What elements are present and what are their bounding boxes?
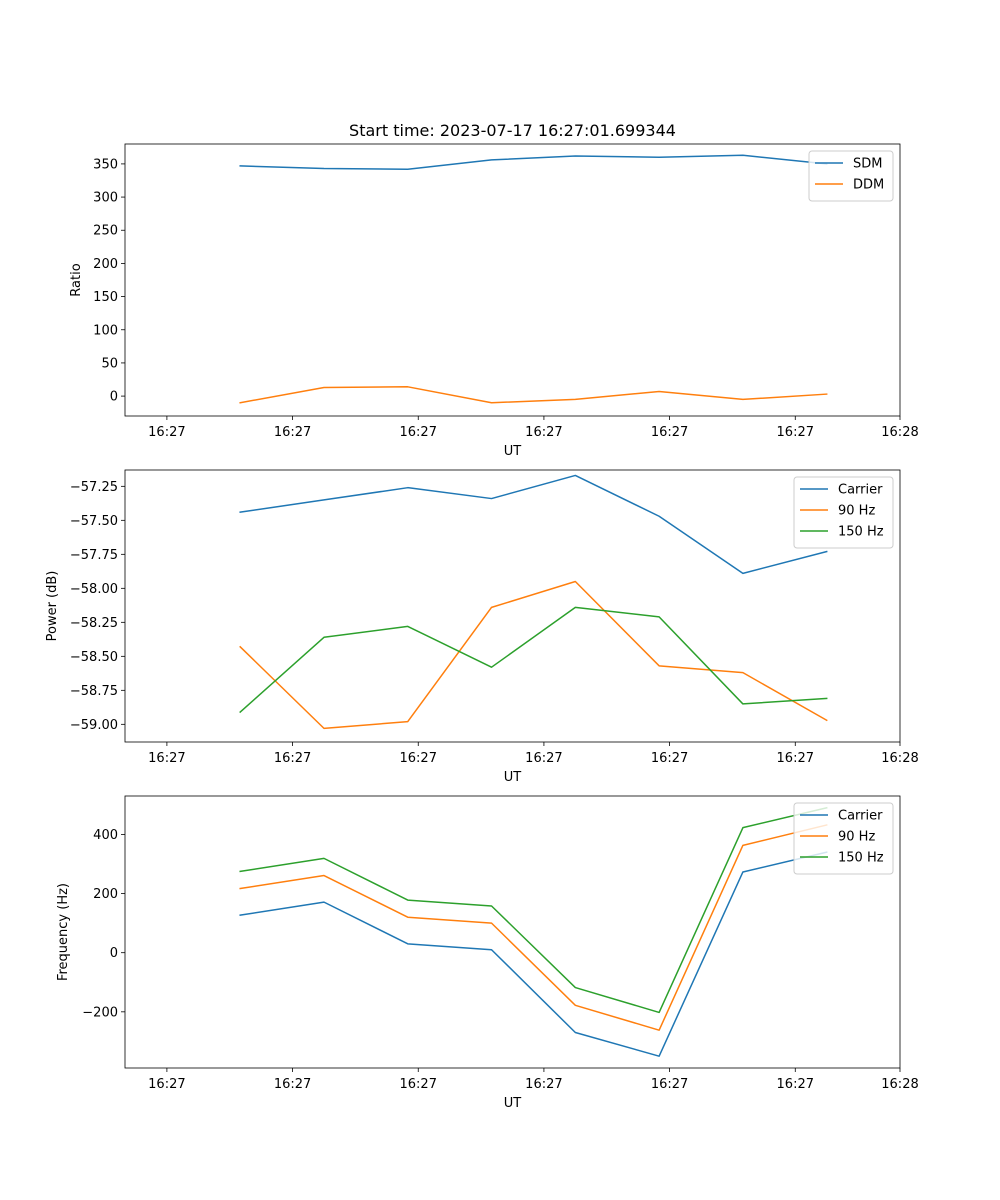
panel2-x-tick-label: 16:27 bbox=[148, 751, 185, 766]
panel2-series-90-hz-line bbox=[239, 580, 828, 730]
panel3-x-tick-label: 16:27 bbox=[651, 1077, 688, 1092]
panel1-series-sdm-line bbox=[239, 154, 828, 170]
panel1-x-tick-label: 16:27 bbox=[525, 425, 562, 440]
panel2-y-tick-label: −58.25 bbox=[70, 616, 118, 631]
panel1-legend-label-ddm: DDM bbox=[853, 178, 884, 193]
panel2-legend-label-150-hz: 150 Hz bbox=[838, 525, 884, 540]
panel2-x-tick-label: 16:27 bbox=[400, 751, 437, 766]
panel3-y-tick-label: 400 bbox=[93, 828, 118, 843]
panel2-x-tick-label: 16:27 bbox=[274, 751, 311, 766]
figure-title: Start time: 2023-07-17 16:27:01.699344 bbox=[349, 121, 676, 140]
panel3-x-tick-label: 16:27 bbox=[400, 1077, 437, 1092]
panel1-y-tick-label: 350 bbox=[93, 157, 118, 172]
panel1-series-ddm-line bbox=[239, 386, 828, 404]
panel1-x-tick-label: 16:27 bbox=[274, 425, 311, 440]
panel3-x-axis-label: UT bbox=[504, 1096, 522, 1111]
panel1-y-tick-label: 300 bbox=[93, 191, 118, 206]
panel2-axes-frame bbox=[124, 469, 901, 743]
panel1-x-tick-label: 16:28 bbox=[881, 425, 918, 440]
panel3-series-carrier-line bbox=[239, 851, 828, 1057]
panel2-x-tick-label: 16:27 bbox=[777, 751, 814, 766]
panel2-y-tick-label: −58.00 bbox=[70, 582, 118, 597]
panel1-y-tick-label: 50 bbox=[101, 356, 118, 371]
panel2-y-tick-label: −57.25 bbox=[70, 480, 118, 495]
panel3-legend-label-150-hz: 150 Hz bbox=[838, 851, 884, 866]
panel1-y-tick-label: 100 bbox=[93, 323, 118, 338]
panel2-x-axis-label: UT bbox=[504, 770, 522, 785]
panel2-y-tick-label: −57.75 bbox=[70, 548, 118, 563]
panel2-y-tick-label: −57.50 bbox=[70, 514, 118, 529]
panel1-y-axis-label: Ratio bbox=[69, 263, 84, 296]
panel3-x-tick-label: 16:27 bbox=[777, 1077, 814, 1092]
panel3-y-tick-label: −200 bbox=[82, 1005, 118, 1020]
panel2-legend-label-90-hz: 90 Hz bbox=[838, 504, 875, 519]
panel3-x-tick-label: 16:28 bbox=[881, 1077, 918, 1092]
panel3-series-90-hz-line bbox=[239, 824, 828, 1031]
panel2-x-tick-label: 16:28 bbox=[881, 751, 918, 766]
panel2-y-tick-label: −58.50 bbox=[70, 650, 118, 665]
panel3-x-tick-label: 16:27 bbox=[148, 1077, 185, 1092]
panel1-x-tick-label: 16:27 bbox=[148, 425, 185, 440]
panel2-legend-label-carrier: Carrier bbox=[838, 483, 883, 498]
panel1-legend-label-sdm: SDM bbox=[853, 157, 882, 172]
panel2-y-tick-label: −58.75 bbox=[70, 684, 118, 699]
panel1-y-tick-label: 250 bbox=[93, 224, 118, 239]
panel1-y-tick-label: 200 bbox=[93, 257, 118, 272]
panel2-series-150-hz-line bbox=[239, 606, 828, 714]
panel3-series-150-hz-line bbox=[239, 806, 828, 1014]
panel3-x-tick-label: 16:27 bbox=[274, 1077, 311, 1092]
panel3-legend-label-90-hz: 90 Hz bbox=[838, 830, 875, 845]
panel3-axes-frame bbox=[124, 795, 901, 1069]
panel2-x-tick-label: 16:27 bbox=[651, 751, 688, 766]
panel3-x-tick-label: 16:27 bbox=[525, 1077, 562, 1092]
panel2-y-axis-label: Power (dB) bbox=[45, 571, 60, 642]
panel1-y-tick-label: 150 bbox=[93, 290, 118, 305]
panel1-x-tick-label: 16:27 bbox=[651, 425, 688, 440]
panel1-x-axis-label: UT bbox=[504, 444, 522, 459]
panel3-legend-label-carrier: Carrier bbox=[838, 809, 883, 824]
panel1-y-tick-label: 0 bbox=[110, 390, 118, 405]
panel3-y-tick-label: 200 bbox=[93, 887, 118, 902]
panel3-y-tick-label: 0 bbox=[110, 946, 118, 961]
panel2-y-tick-label: −59.00 bbox=[70, 718, 118, 733]
panel1-x-tick-label: 16:27 bbox=[400, 425, 437, 440]
panel3-y-axis-label: Frequency (Hz) bbox=[56, 883, 71, 981]
panel2-x-tick-label: 16:27 bbox=[525, 751, 562, 766]
panel1-axes-frame bbox=[124, 143, 901, 417]
panel2-series-carrier-line bbox=[239, 474, 828, 575]
panel1-x-tick-label: 16:27 bbox=[777, 425, 814, 440]
